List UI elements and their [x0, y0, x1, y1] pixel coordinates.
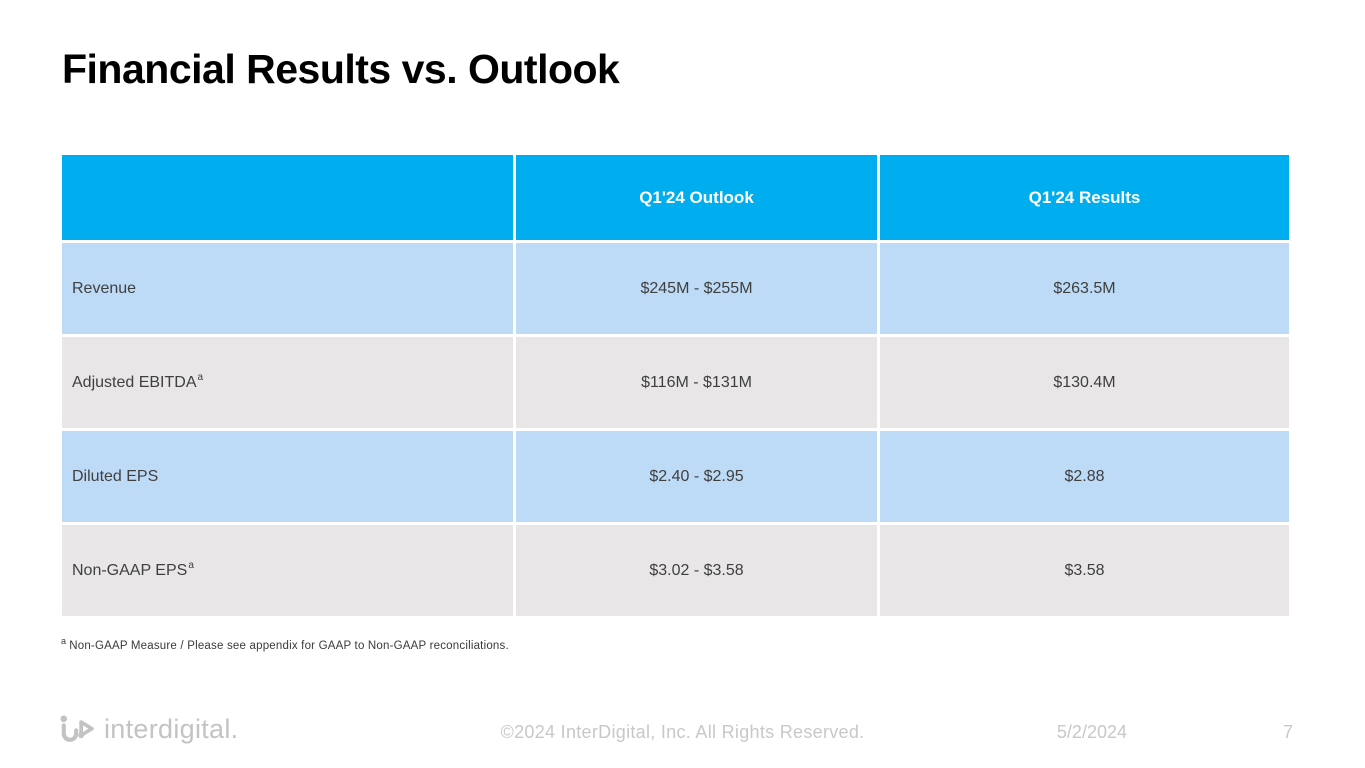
- outlook-value-revenue: $245M - $255M: [516, 243, 877, 334]
- row-label-text: Revenue: [72, 279, 137, 297]
- slide-title: Financial Results vs. Outlook: [62, 46, 620, 92]
- results-value-diluted-eps: $2.88: [880, 431, 1289, 522]
- logo-wordmark: interdigital.: [104, 714, 239, 744]
- footnote-text: Non-GAAP Measure / Please see appendix f…: [69, 639, 509, 652]
- page-number: 7: [1282, 722, 1293, 742]
- interdigital-logo-icon: [60, 715, 94, 742]
- outlook-value-adjusted-ebitda: $116M - $131M: [516, 337, 877, 428]
- row-label-text: Adjusted EBITDA: [72, 373, 197, 391]
- row-label-non-gaap-eps: Non-GAAP EPS a: [62, 525, 513, 616]
- row-label-adjusted-ebitda: Adjusted EBITDA a: [62, 337, 513, 428]
- results-value-adjusted-ebitda: $130.4M: [880, 337, 1289, 428]
- results-value-revenue: $263.5M: [880, 243, 1289, 334]
- footnote: a Non-GAAP Measure / Please see appendix …: [61, 636, 509, 652]
- slide-date: 5/2/2024: [1056, 722, 1127, 742]
- results-value-non-gaap-eps: $3.58: [880, 525, 1289, 616]
- row-label-revenue: Revenue: [62, 243, 513, 334]
- outlook-value-diluted-eps: $2.40 - $2.95: [516, 431, 877, 522]
- row-label-text: Diluted EPS: [72, 467, 159, 485]
- footnote-marker: a: [61, 636, 67, 646]
- header-blank-cell: [62, 155, 513, 240]
- column-header-outlook: Q1'24 Outlook: [516, 155, 877, 240]
- outlook-value-non-gaap-eps: $3.02 - $3.58: [516, 525, 877, 616]
- financial-results-table: Q1'24 Outlook Q1'24 Results Revenue $245…: [62, 155, 1289, 616]
- row-label-diluted-eps: Diluted EPS: [62, 431, 513, 522]
- column-header-results: Q1'24 Results: [880, 155, 1289, 240]
- interdigital-logo: interdigital.: [58, 714, 238, 745]
- row-label-text: Non-GAAP EPS: [72, 561, 188, 579]
- copyright-text: ©2024 InterDigital, Inc. All Rights Rese…: [500, 722, 865, 742]
